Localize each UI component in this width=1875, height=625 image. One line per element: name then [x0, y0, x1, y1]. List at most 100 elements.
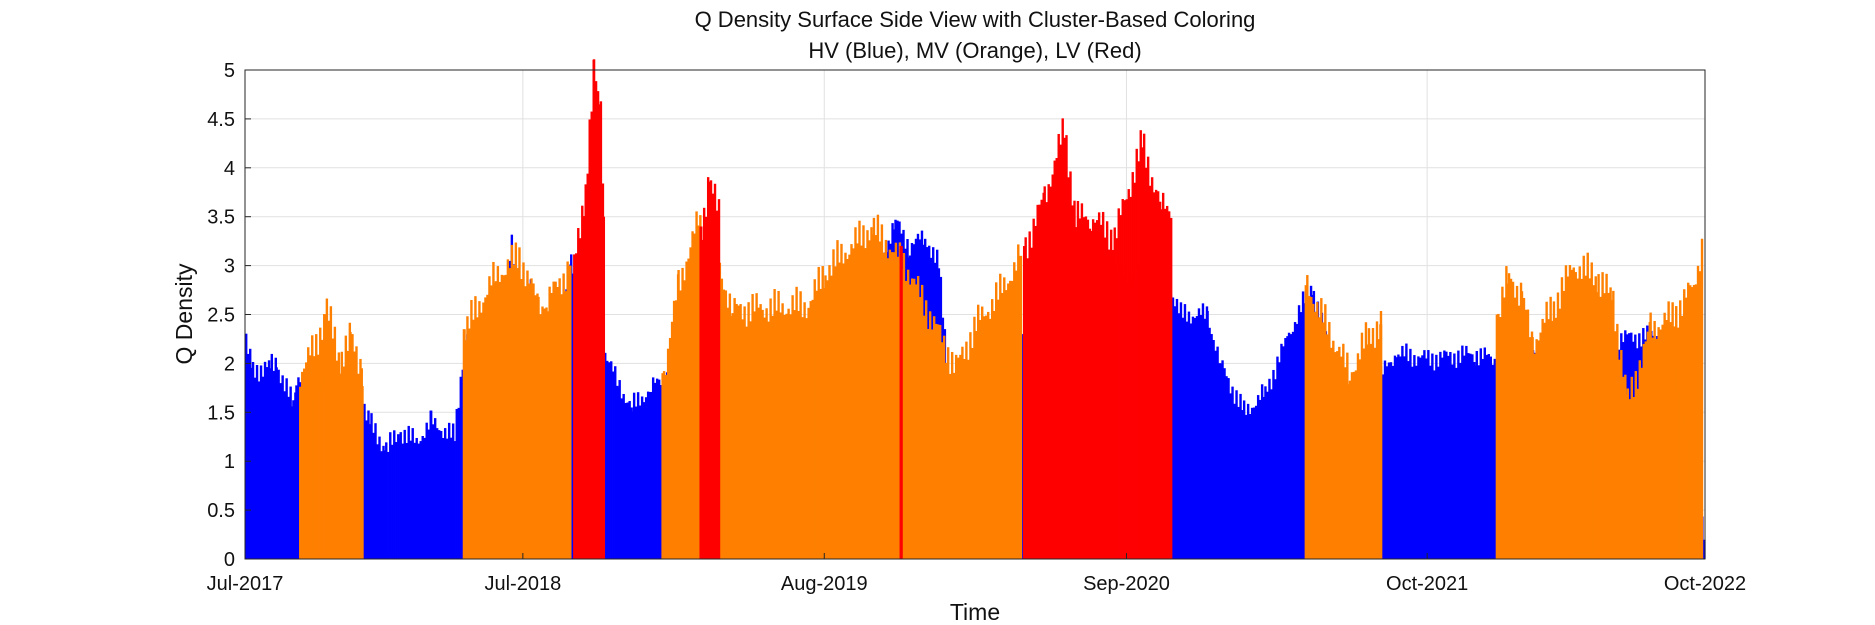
density-bar-hv — [1299, 312, 1303, 559]
density-bar-lv — [700, 239, 704, 559]
density-bar-hv — [1483, 347, 1486, 559]
density-bar-mv — [695, 211, 698, 559]
density-bar-hv — [285, 378, 288, 559]
density-bar-hv — [1389, 362, 1393, 559]
density-bar-hv — [447, 422, 451, 559]
density-bar-hv — [279, 383, 282, 559]
density-bar-mv — [1694, 284, 1698, 559]
density-bar-hv — [1210, 334, 1213, 559]
density-bar-mv — [464, 340, 467, 559]
density-bar-hv — [453, 441, 456, 559]
density-bar-hv — [433, 418, 437, 559]
density-bar-hv — [457, 407, 460, 559]
density-bar-hv — [1459, 362, 1462, 559]
density-bar-mv — [1505, 266, 1508, 559]
density-bar-hv — [1274, 379, 1277, 559]
density-bar-mv — [472, 319, 475, 559]
density-bar-mv — [344, 335, 348, 559]
density-bar-hv — [409, 440, 412, 559]
density-bar-lv — [1057, 133, 1060, 559]
density-bar-hv — [1395, 357, 1398, 559]
density-bar-hv — [634, 406, 638, 559]
density-bar-lv — [702, 207, 706, 559]
density-bar-mv — [789, 314, 792, 559]
density-bar-hv — [249, 348, 252, 559]
density-bar-mv — [562, 273, 565, 559]
density-bar-mv — [1539, 332, 1542, 559]
density-bar-mv — [824, 275, 827, 559]
density-bar-mv — [1630, 376, 1633, 559]
density-bar-mv — [1537, 340, 1540, 559]
density-bar-hv — [443, 428, 447, 559]
density-bar-mv — [1342, 343, 1345, 559]
density-bar-mv — [1310, 297, 1313, 559]
density-bar-hv — [610, 361, 613, 559]
density-bar-mv — [355, 346, 358, 559]
density-bar-lv — [1065, 135, 1068, 560]
density-bar-mv — [335, 360, 339, 559]
density-bar-mv — [1336, 351, 1339, 559]
density-bar-lv — [1097, 212, 1101, 559]
density-bar-hv — [1703, 539, 1706, 559]
density-bar-hv — [1254, 405, 1258, 559]
density-bar-hv — [268, 368, 271, 559]
density-bar-mv — [944, 362, 948, 559]
density-bar-hv — [1435, 354, 1438, 559]
density-bar-mv — [552, 281, 555, 559]
density-bar-mv — [860, 245, 863, 559]
density-bar-mv — [329, 306, 333, 559]
density-bar-lv — [716, 216, 720, 559]
density-bar-mv — [844, 252, 847, 559]
density-bar-hv — [1387, 362, 1391, 559]
density-bar-mv — [683, 280, 686, 559]
density-bar-mv — [777, 290, 780, 559]
density-bar-mv — [894, 242, 898, 560]
density-bar-hv — [1399, 356, 1402, 559]
density-bar-mv — [850, 244, 853, 559]
density-bar-hv — [389, 432, 392, 559]
density-bar-mv — [987, 311, 990, 559]
density-bar-mv — [1322, 322, 1325, 559]
density-bar-mv — [1367, 328, 1371, 559]
density-bar-hv — [407, 425, 410, 559]
density-bar-hv — [247, 353, 250, 559]
density-bar-mv — [1377, 339, 1381, 559]
density-bar-mv — [514, 242, 518, 560]
density-bar-mv — [870, 234, 874, 559]
density-bar-hv — [283, 391, 286, 559]
density-bar-lv — [1146, 156, 1150, 559]
density-bar-mv — [520, 279, 523, 559]
density-bar-mv — [936, 324, 940, 559]
density-bar-mv — [482, 302, 485, 559]
density-bar-hv — [419, 441, 422, 559]
density-bar-hv — [1239, 393, 1242, 559]
density-bar-hv — [642, 402, 646, 559]
density-bar-mv — [1001, 292, 1004, 559]
density-bar-mv — [1009, 280, 1012, 559]
density-bar-mv — [1661, 324, 1664, 559]
density-bar-hv — [1465, 345, 1468, 559]
density-bar-mv — [832, 249, 835, 559]
density-bar-mv — [720, 278, 724, 559]
density-bar-hv — [441, 437, 445, 559]
density-bar-hv — [1293, 322, 1297, 559]
density-bar-mv — [846, 258, 849, 559]
density-bar-mv — [691, 231, 694, 560]
density-bar-mv — [1308, 296, 1311, 559]
density-bar-mv — [965, 341, 968, 559]
density-bar-mv — [1509, 278, 1513, 559]
chart-title: Q Density Surface Side View with Cluster… — [695, 7, 1256, 32]
density-bar-mv — [510, 244, 514, 559]
density-bar-hv — [370, 413, 373, 559]
density-bar-hv — [1419, 357, 1422, 559]
density-bar-mv — [1497, 313, 1500, 559]
density-bar-lv — [1109, 229, 1113, 560]
density-bar-mv — [757, 307, 760, 559]
density-bar-mv — [993, 310, 996, 559]
density-bar-hv — [1189, 323, 1193, 559]
density-bar-mv — [840, 243, 843, 560]
density-bar-hv — [1229, 393, 1232, 559]
density-bar-mv — [940, 342, 944, 559]
density-bar-mv — [815, 290, 818, 559]
